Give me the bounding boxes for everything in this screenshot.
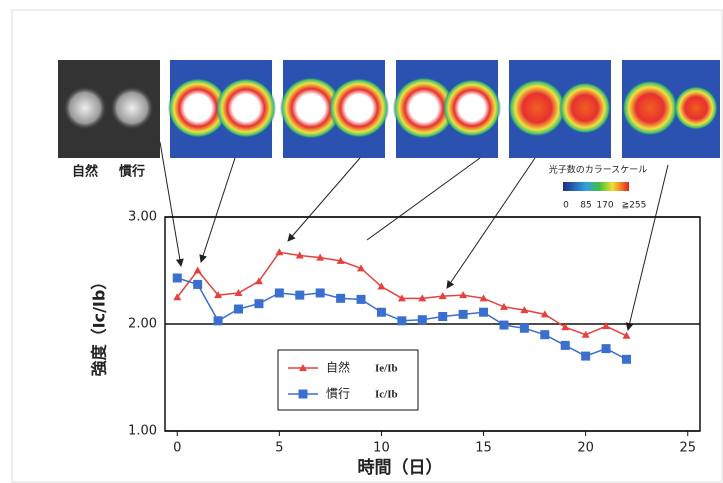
point [418, 315, 427, 324]
point [173, 273, 182, 282]
legend-label: 慣行 [326, 386, 350, 401]
point [357, 295, 366, 304]
x-tick-label: 15 [475, 441, 492, 456]
point [194, 267, 202, 274]
y-tick-label: 1.00 [128, 424, 157, 439]
color-scale-tick: 170 [596, 201, 613, 211]
thumbnails [58, 60, 720, 158]
color-scale-tick: ≧255 [622, 201, 647, 211]
x-tick-label: 10 [373, 441, 390, 456]
y-tick-label: 2.00 [128, 317, 157, 332]
point [214, 316, 223, 325]
point [561, 341, 570, 350]
chart: 自然 慣行 光子数のカラースケール 0 85 170 ≧255 時間（日） 強度… [0, 0, 723, 483]
point [540, 330, 549, 339]
legend-unit: Ie/Ib [375, 363, 398, 375]
color-scale [563, 182, 629, 191]
point [602, 344, 611, 353]
point [581, 352, 590, 361]
point [397, 316, 406, 325]
point [438, 312, 447, 321]
image-label: 慣行 [119, 164, 145, 180]
legend-marker [299, 390, 308, 399]
point [602, 322, 610, 329]
image-label: 自然 [72, 164, 98, 180]
point [479, 308, 488, 317]
point [459, 310, 468, 319]
x-tick-label: 25 [679, 441, 696, 456]
point [316, 288, 325, 297]
y-tick-label: 3.00 [128, 210, 157, 225]
legend-unit: Ic/Ib [375, 389, 398, 401]
point [193, 280, 202, 289]
point [234, 305, 243, 314]
point [295, 291, 304, 300]
point [275, 248, 283, 255]
x-axis-label: 時間（日） [358, 457, 443, 478]
point [622, 355, 631, 364]
x-tick-label: 5 [275, 441, 283, 456]
y-axis-label: 強度（Ic/Ib） [90, 274, 109, 377]
color-scale-tick: 0 [563, 201, 569, 211]
color-scale-tick: 85 [580, 201, 591, 211]
color-scale-title: 光子数のカラースケール [549, 164, 648, 176]
point [377, 308, 386, 317]
point [254, 299, 263, 308]
x-tick-label: 0 [173, 441, 181, 456]
x-tick-label: 20 [577, 441, 594, 456]
point [499, 321, 508, 330]
point [336, 294, 345, 303]
legend [278, 350, 418, 410]
point [520, 324, 529, 333]
legend-label: 自然 [326, 360, 350, 375]
point [235, 289, 243, 296]
point [275, 288, 284, 297]
